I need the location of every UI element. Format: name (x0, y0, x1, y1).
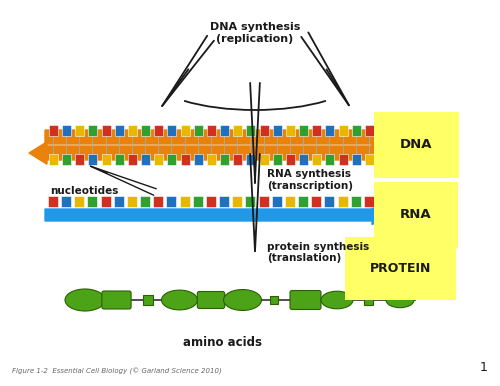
Bar (48, 196, 58, 207)
Bar (260, 125, 268, 136)
Ellipse shape (321, 291, 353, 309)
Bar (127, 196, 137, 207)
Bar (352, 125, 360, 136)
Bar (168, 154, 176, 165)
Bar (377, 196, 387, 207)
Bar (246, 154, 256, 165)
Bar (115, 125, 124, 136)
Ellipse shape (386, 292, 414, 308)
Bar (326, 125, 334, 136)
Bar (180, 196, 190, 207)
Bar (128, 154, 137, 165)
Bar (324, 196, 334, 207)
Text: DNA: DNA (400, 139, 432, 151)
Bar (272, 154, 281, 165)
Bar (76, 154, 84, 165)
Bar (128, 125, 137, 136)
Bar (298, 196, 308, 207)
Bar (194, 125, 203, 136)
Bar (180, 154, 190, 165)
Bar (220, 125, 229, 136)
Bar (141, 125, 150, 136)
Bar (338, 125, 347, 136)
Bar (49, 154, 58, 165)
Bar (88, 196, 98, 207)
Text: PROTEIN: PROTEIN (370, 261, 432, 274)
Bar (233, 154, 242, 165)
Bar (154, 154, 164, 165)
Text: protein synthesis
(translation): protein synthesis (translation) (267, 242, 369, 263)
Bar (286, 154, 295, 165)
Bar (140, 196, 150, 207)
Text: 1: 1 (480, 361, 488, 374)
Text: Figure 1-2  Essential Cell Biology (© Garland Science 2010): Figure 1-2 Essential Cell Biology (© Gar… (12, 368, 222, 375)
Text: RNA synthesis
(transcription): RNA synthesis (transcription) (267, 169, 353, 191)
Bar (168, 125, 176, 136)
Bar (365, 154, 374, 165)
Text: DNA synthesis
(replication): DNA synthesis (replication) (210, 22, 300, 44)
Bar (115, 154, 124, 165)
Bar (246, 125, 256, 136)
Bar (114, 196, 124, 207)
Bar (74, 196, 85, 207)
FancyArrow shape (29, 142, 390, 164)
Bar (233, 125, 242, 136)
Bar (166, 196, 176, 207)
Bar (102, 154, 110, 165)
Bar (62, 154, 71, 165)
Bar (246, 196, 256, 207)
Bar (365, 125, 374, 136)
Bar (299, 125, 308, 136)
Text: amino acids: amino acids (183, 335, 262, 349)
Bar (180, 125, 190, 136)
FancyBboxPatch shape (290, 291, 321, 310)
Ellipse shape (162, 290, 198, 310)
Bar (88, 125, 98, 136)
Bar (102, 125, 110, 136)
Bar (141, 154, 150, 165)
Bar (299, 154, 308, 165)
FancyBboxPatch shape (198, 291, 224, 308)
Bar (219, 196, 229, 207)
Text: RNA: RNA (400, 208, 432, 222)
Bar (378, 125, 387, 136)
Bar (100, 196, 110, 207)
Ellipse shape (224, 290, 262, 310)
Bar (207, 125, 216, 136)
Bar (378, 154, 387, 165)
Bar (312, 125, 321, 136)
Bar (272, 125, 281, 136)
Bar (352, 154, 360, 165)
Text: nucleotides: nucleotides (50, 186, 118, 196)
Bar (258, 196, 268, 207)
Bar (312, 154, 321, 165)
Bar (220, 154, 229, 165)
FancyArrow shape (45, 126, 390, 148)
Bar (76, 125, 84, 136)
FancyBboxPatch shape (102, 291, 131, 309)
Bar (364, 196, 374, 207)
Ellipse shape (65, 289, 105, 311)
Bar (193, 196, 203, 207)
Bar (286, 125, 295, 136)
FancyArrow shape (45, 205, 390, 225)
Bar (285, 196, 295, 207)
Bar (350, 196, 360, 207)
Bar (154, 196, 164, 207)
Bar (338, 154, 347, 165)
Bar (206, 196, 216, 207)
Bar (49, 125, 58, 136)
Bar (326, 154, 334, 165)
Bar (154, 125, 164, 136)
Bar (338, 196, 347, 207)
Bar (232, 196, 242, 207)
Bar (311, 196, 321, 207)
Bar (260, 154, 268, 165)
Bar (61, 196, 71, 207)
Bar (62, 125, 71, 136)
Bar (194, 154, 203, 165)
Bar (272, 196, 281, 207)
Bar (207, 154, 216, 165)
Bar (88, 154, 98, 165)
